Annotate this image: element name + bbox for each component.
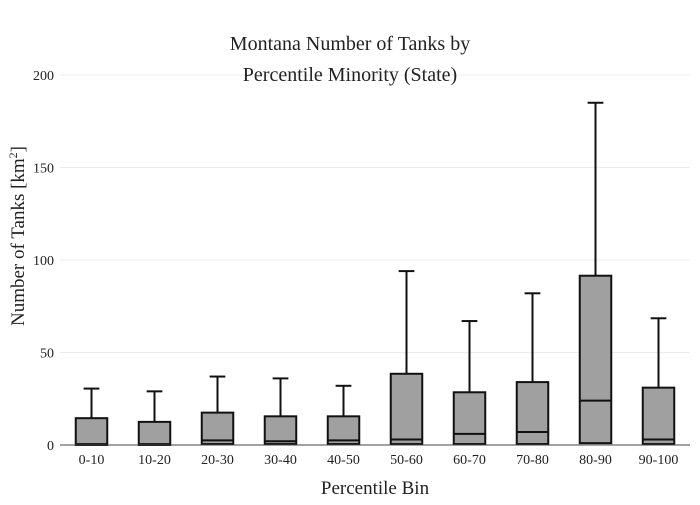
box-body	[263, 415, 298, 446]
y-tick-label: 50	[40, 347, 54, 362]
box-body	[74, 417, 109, 446]
y-tick-label: 100	[33, 254, 54, 269]
y-tick-label: 0	[47, 439, 54, 454]
box-90-100	[641, 317, 676, 446]
y-axis-title-main: Number of Tanks [km	[8, 158, 29, 326]
y-axis-title: Number of Tanks [km2]	[6, 146, 29, 326]
chart-title-line-2: Percentile Minority (State)	[243, 64, 457, 86]
box-body	[578, 274, 613, 445]
y-axis-title-end: ]	[8, 146, 29, 152]
x-axis-title: Percentile Bin	[321, 478, 430, 499]
y-tick-label: 150	[33, 162, 54, 177]
box-40-50	[326, 384, 361, 446]
x-tick-label: 90-100	[639, 453, 679, 468]
box-body	[137, 420, 172, 446]
y-tick-label: 200	[33, 69, 54, 84]
x-tick-label: 50-60	[390, 453, 423, 468]
x-tick-label: 40-50	[327, 453, 360, 468]
x-tick-label: 10-20	[138, 453, 171, 468]
x-tick-label: 20-30	[201, 453, 234, 468]
x-tick-label: 30-40	[264, 453, 297, 468]
x-tick-label: 80-90	[579, 453, 612, 468]
box-10-20	[137, 390, 172, 446]
chart-title-line-1: Montana Number of Tanks by	[230, 33, 470, 55]
x-tick-label: 60-70	[453, 453, 486, 468]
x-tick-label: 0-10	[79, 453, 105, 468]
box-50-60	[389, 270, 424, 446]
box-0-10	[74, 387, 109, 446]
box-body	[641, 386, 676, 446]
box-70-80	[515, 292, 550, 446]
box-series	[74, 101, 676, 446]
box-body	[515, 381, 550, 446]
x-tick-label: 70-80	[516, 453, 549, 468]
axes: 0 50 100 150 200 0-10 10-20 20-30 30-40 40-50 50-6…	[33, 69, 690, 468]
box-20-30	[200, 375, 235, 446]
box-30-40	[263, 377, 298, 446]
box-body	[200, 411, 235, 446]
box-body	[452, 391, 487, 446]
box-60-70	[452, 320, 487, 446]
y-axis-title-superscript: 2	[6, 152, 20, 158]
box-body	[389, 372, 424, 446]
box-80-90	[578, 101, 613, 445]
